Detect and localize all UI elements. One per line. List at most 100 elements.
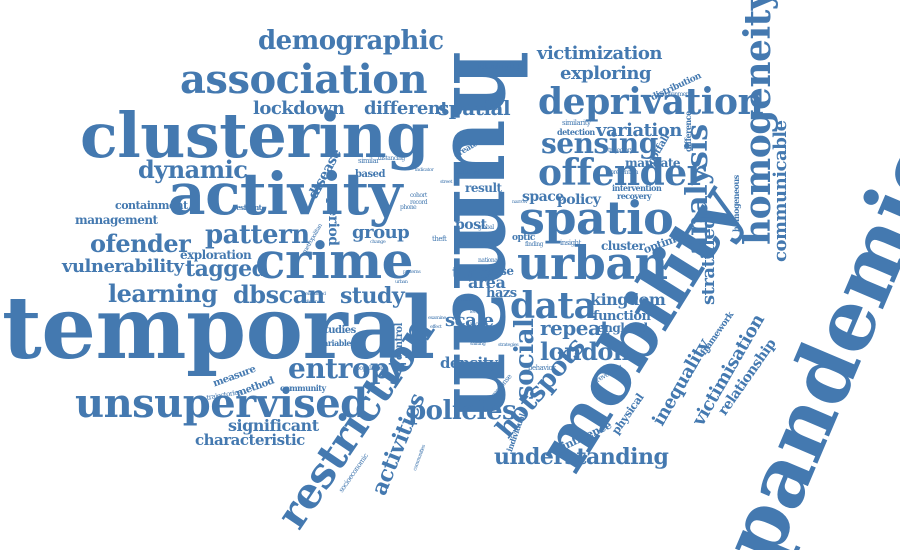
word-social: social	[510, 318, 540, 400]
word-population: population	[356, 365, 384, 372]
word-spatial: spatial	[438, 96, 511, 120]
word-studies: studies	[319, 325, 356, 336]
word-based: based	[355, 169, 385, 180]
word-urban: urban	[517, 236, 668, 290]
word-exploration: exploration	[180, 248, 252, 262]
word-hazs: hazs	[486, 286, 517, 301]
word-enhanced: enhanced	[305, 291, 326, 297]
word-management: management	[75, 213, 158, 227]
word-sensing: sensing	[541, 127, 658, 160]
word-trajectory: trajectory	[608, 147, 633, 154]
word-data: data	[510, 285, 597, 327]
word-zone: zone	[457, 231, 492, 247]
word-significant: significant	[228, 416, 319, 435]
word-similar: similar	[358, 157, 379, 165]
word-optic: optic	[512, 233, 535, 243]
word-case: case	[486, 264, 514, 278]
word-stratified: stratified	[698, 216, 719, 305]
word-communities: communities	[412, 444, 427, 472]
word-mandate: mandate	[625, 156, 681, 170]
word-study: study	[340, 283, 405, 309]
word-victimization: victimization	[537, 43, 662, 64]
word-indicator: indicator	[415, 167, 434, 173]
word-behavior: behavior	[528, 364, 556, 372]
word-strategies: strategies	[498, 342, 519, 348]
word-spatio: spatio	[519, 191, 674, 245]
word-function: function	[593, 309, 651, 324]
word-repeat: repeat	[540, 316, 610, 340]
word-cohort: cohort	[410, 192, 427, 199]
word-narrow: narrow	[512, 199, 528, 205]
word-lockdown: lockdown	[253, 98, 345, 119]
word-kingdom: kingdom	[590, 290, 666, 309]
word-unsupervised: unsupervised	[75, 380, 368, 427]
word-understanding: understanding	[494, 444, 669, 470]
word-level: level	[470, 309, 480, 315]
word-community: community	[280, 383, 326, 393]
word-cluster: cluster	[601, 239, 645, 253]
word-mobile: mobile	[470, 321, 488, 328]
word-record: record	[410, 199, 428, 206]
word-global: global	[478, 224, 494, 231]
word-distancing: distancing	[378, 155, 405, 162]
word-statistical: statistical	[455, 169, 480, 176]
word-national: national	[478, 257, 499, 264]
word-period: period	[325, 198, 341, 246]
word-deprivation: deprivation	[538, 81, 764, 123]
word-change: change	[370, 239, 386, 245]
word-identifying: identifying	[478, 61, 522, 71]
word-similarity: similarity	[562, 119, 591, 127]
word-dbscan: dbscan	[233, 280, 325, 309]
word-learning: learning	[108, 279, 218, 308]
word-demographic: demographic	[258, 26, 444, 56]
word-pattern: pattern	[205, 220, 310, 250]
word-prevention: prevention	[610, 169, 638, 176]
word-environment: environment	[658, 91, 692, 98]
word-variable: variable	[319, 338, 352, 348]
word-theft: theft	[432, 235, 447, 243]
word-policy: policy	[557, 192, 601, 208]
word-homogeneous: homogeneous	[731, 175, 741, 232]
word-specific: specific	[456, 297, 472, 303]
word-time: time	[452, 263, 491, 282]
word-england: england	[597, 321, 648, 335]
word-intervention: intervention	[612, 183, 662, 193]
word-scale: scale	[445, 310, 494, 331]
word-clustering: clustering	[80, 99, 430, 172]
word-characteristic: characteristic	[195, 431, 305, 449]
word-crime: crime	[255, 231, 414, 290]
word-street: street	[440, 179, 452, 185]
word-detection: detection	[557, 127, 595, 137]
word-policies: policies	[408, 396, 517, 426]
word-communicable: communicable	[770, 120, 791, 262]
word-entropy: entropy	[288, 352, 405, 385]
word-activity: activity	[168, 160, 402, 228]
word-result: result	[465, 181, 502, 195]
word-effect: effect	[430, 324, 442, 330]
word-ofender: ofender	[90, 229, 191, 258]
word-resident: resident	[233, 203, 262, 212]
word-finding: finding	[525, 241, 543, 248]
word-group: group	[352, 222, 410, 243]
word-dynamic: dynamic	[138, 155, 248, 184]
word-post: post	[455, 217, 487, 233]
word-area: area	[468, 273, 506, 292]
word-control: control	[394, 323, 405, 360]
word-london: london	[540, 337, 630, 366]
word-association: association	[180, 56, 428, 103]
word-offender: offender	[538, 152, 706, 194]
word-distance: distance	[305, 299, 323, 305]
word-temporal: temporal	[2, 278, 435, 379]
word-containment: containment	[115, 199, 188, 212]
word-recovery: recovery	[617, 191, 652, 201]
word-phone: phone	[400, 204, 417, 211]
word-exploring: exploring	[560, 63, 652, 84]
word-density: density	[440, 354, 498, 372]
word-shifting: shifting	[470, 341, 486, 347]
word-difference: difference	[683, 111, 693, 152]
word-different: different	[364, 98, 449, 119]
word-patterns: patterns	[403, 269, 421, 275]
word-space: space	[522, 189, 564, 205]
word-vulnerability: vulnerability	[62, 256, 184, 277]
